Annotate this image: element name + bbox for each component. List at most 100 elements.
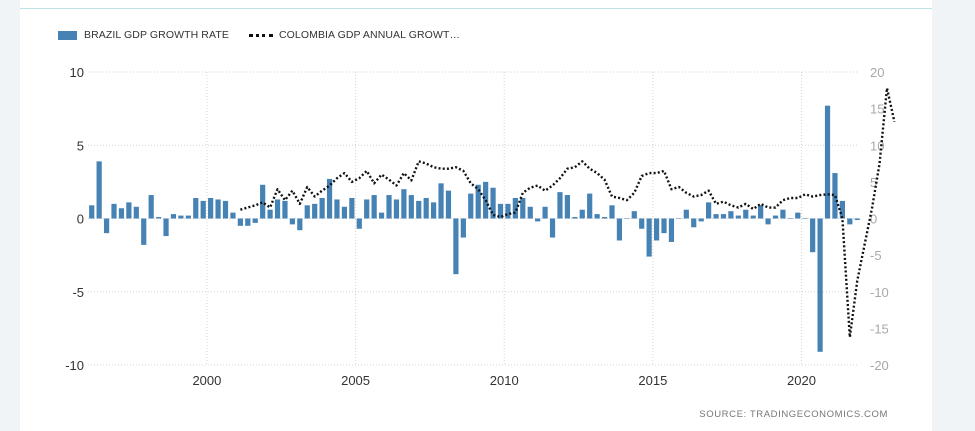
- brazil-bar: [148, 195, 154, 219]
- brazil-bar: [326, 178, 333, 219]
- brazil-bar: [416, 200, 422, 219]
- brazil-bar: [141, 218, 147, 245]
- right-axis-tick-label: 15: [870, 102, 884, 117]
- right-axis-tick-label: 0: [870, 212, 877, 227]
- left-axis-tick-label: -10: [65, 358, 84, 373]
- brazil-bar: [364, 199, 370, 219]
- right-axis-tick-label: 5: [870, 175, 877, 190]
- brazil-bar: [683, 209, 689, 219]
- brazil-bar: [401, 189, 407, 219]
- brazil-bar: [549, 218, 556, 238]
- brazil-bar: [512, 197, 518, 219]
- brazil-bar: [817, 218, 823, 352]
- brazil-bar: [393, 199, 400, 219]
- brazil-bar: [178, 215, 184, 219]
- brazil-bar: [810, 218, 816, 253]
- brazil-bar: [126, 202, 132, 219]
- brazil-bar: [438, 183, 444, 219]
- brazil-bar: [579, 209, 585, 219]
- brazil-bar: [185, 215, 191, 219]
- brazil-bar: [312, 203, 318, 219]
- left-axis-tick-label: 10: [70, 65, 84, 80]
- brazil-bar: [616, 218, 623, 241]
- x-axis-tick-label: 2020: [787, 373, 816, 388]
- left-axis-tick-label: 0: [77, 212, 84, 227]
- brazil-bar: [297, 218, 303, 231]
- brazil-bar: [445, 190, 452, 219]
- brazil-bar: [282, 200, 288, 219]
- brazil-bar: [230, 212, 236, 219]
- brazil-bar: [193, 197, 199, 219]
- brazil-bar: [824, 105, 831, 219]
- brazil-bar: [170, 214, 177, 219]
- brazil-bar: [772, 215, 779, 219]
- brazil-bar: [237, 218, 243, 226]
- brazil-bar: [728, 211, 734, 219]
- brazil-bar: [639, 218, 645, 229]
- brazil-bar: [319, 197, 325, 219]
- brazil-bar: [96, 161, 102, 219]
- page-scrollbar[interactable]: [953, 0, 975, 431]
- x-axis-tick-label: 2005: [341, 373, 370, 388]
- brazil-bar: [624, 218, 630, 219]
- brazil-bar: [631, 211, 637, 219]
- right-axis-tick-label: -20: [870, 358, 889, 373]
- brazil-bar: [847, 218, 853, 225]
- brazil-bar: [787, 218, 793, 219]
- x-axis-tick-label: 2015: [638, 373, 667, 388]
- brazil-legend-swatch: [58, 30, 77, 40]
- brazil-bar: [423, 197, 429, 219]
- left-axis-tick-label: 5: [77, 138, 84, 153]
- x-axis-tick-label: 2010: [490, 373, 519, 388]
- brazil-bar: [527, 206, 533, 219]
- brazil-bar: [431, 202, 437, 219]
- brazil-bar: [832, 173, 838, 219]
- top-divider: [20, 0, 932, 9]
- chart-legend: BRAZIL GDP GROWTH RATE COLOMBIA GDP ANNU…: [58, 27, 460, 43]
- brazil-bar: [854, 218, 860, 220]
- brazil-bar: [371, 195, 377, 219]
- brazil-bar: [520, 197, 526, 219]
- brazil-bar: [215, 199, 221, 219]
- brazil-bar: [349, 197, 355, 219]
- brazil-bar: [765, 218, 771, 225]
- brazil-bar: [587, 193, 593, 219]
- brazil-bar: [609, 205, 615, 219]
- brazil-bar: [118, 208, 125, 219]
- brazil-bar: [252, 218, 258, 223]
- brazil-bar: [89, 205, 95, 219]
- x-axis-tick-label: 2000: [192, 373, 221, 388]
- brazil-bar: [564, 195, 570, 219]
- brazil-bar: [274, 199, 281, 219]
- brazil-bar: [706, 202, 712, 219]
- brazil-bar: [267, 209, 273, 219]
- colombia-legend-swatch: [248, 33, 273, 37]
- brazil-bar: [289, 218, 295, 225]
- brazil-bar: [378, 212, 385, 219]
- brazil-bar: [260, 184, 266, 219]
- brazil-bar: [475, 184, 481, 219]
- brazil-bar: [720, 214, 727, 219]
- brazil-bar: [795, 212, 801, 219]
- brazil-bar: [133, 206, 139, 219]
- brazil-bar: [535, 218, 541, 222]
- right-axis-tick-label: -15: [870, 321, 889, 336]
- brazil-bar: [334, 199, 340, 219]
- brazil-bar: [653, 218, 660, 241]
- brazil-bar: [222, 200, 229, 219]
- brazil-bar: [341, 206, 348, 219]
- brazil-bar: [408, 195, 414, 219]
- brazil-bar: [103, 218, 110, 234]
- brazil-bar: [676, 218, 682, 219]
- colombia-series-line: [240, 86, 896, 339]
- brazil-bar: [661, 218, 667, 234]
- brazil-bar: [802, 218, 808, 219]
- brazil-bar: [758, 205, 764, 219]
- brazil-bar: [750, 215, 756, 219]
- brazil-bar: [780, 209, 786, 219]
- brazil-bar: [490, 187, 496, 219]
- right-axis-tick-label: -10: [870, 285, 889, 300]
- brazil-bar: [601, 217, 608, 219]
- brazil-bar: [572, 217, 578, 219]
